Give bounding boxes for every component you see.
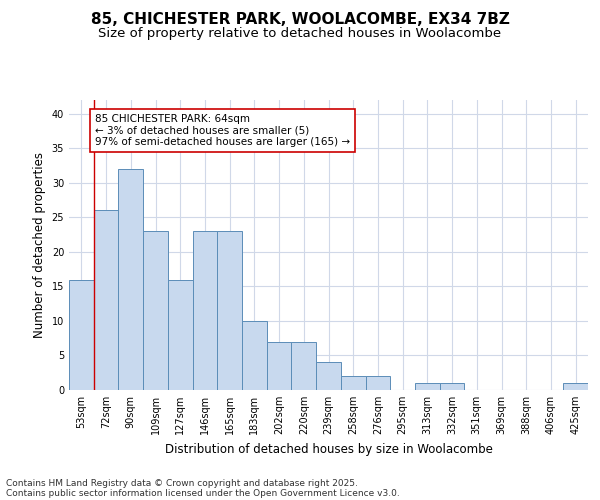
Bar — [118, 169, 143, 390]
Text: Size of property relative to detached houses in Woolacombe: Size of property relative to detached ho… — [98, 28, 502, 40]
Bar — [341, 376, 365, 390]
Bar — [365, 376, 390, 390]
Bar — [440, 383, 464, 390]
X-axis label: Distribution of detached houses by size in Woolacombe: Distribution of detached houses by size … — [164, 442, 493, 456]
Bar — [292, 342, 316, 390]
Bar — [563, 383, 588, 390]
Bar — [168, 280, 193, 390]
Bar — [316, 362, 341, 390]
Bar — [69, 280, 94, 390]
Bar — [217, 231, 242, 390]
Text: Contains HM Land Registry data © Crown copyright and database right 2025.: Contains HM Land Registry data © Crown c… — [6, 478, 358, 488]
Bar — [143, 231, 168, 390]
Bar — [94, 210, 118, 390]
Text: 85, CHICHESTER PARK, WOOLACOMBE, EX34 7BZ: 85, CHICHESTER PARK, WOOLACOMBE, EX34 7B… — [91, 12, 509, 28]
Text: 85 CHICHESTER PARK: 64sqm
← 3% of detached houses are smaller (5)
97% of semi-de: 85 CHICHESTER PARK: 64sqm ← 3% of detach… — [95, 114, 350, 147]
Bar — [242, 321, 267, 390]
Y-axis label: Number of detached properties: Number of detached properties — [33, 152, 46, 338]
Text: Contains public sector information licensed under the Open Government Licence v3: Contains public sector information licen… — [6, 488, 400, 498]
Bar — [415, 383, 440, 390]
Bar — [267, 342, 292, 390]
Bar — [193, 231, 217, 390]
